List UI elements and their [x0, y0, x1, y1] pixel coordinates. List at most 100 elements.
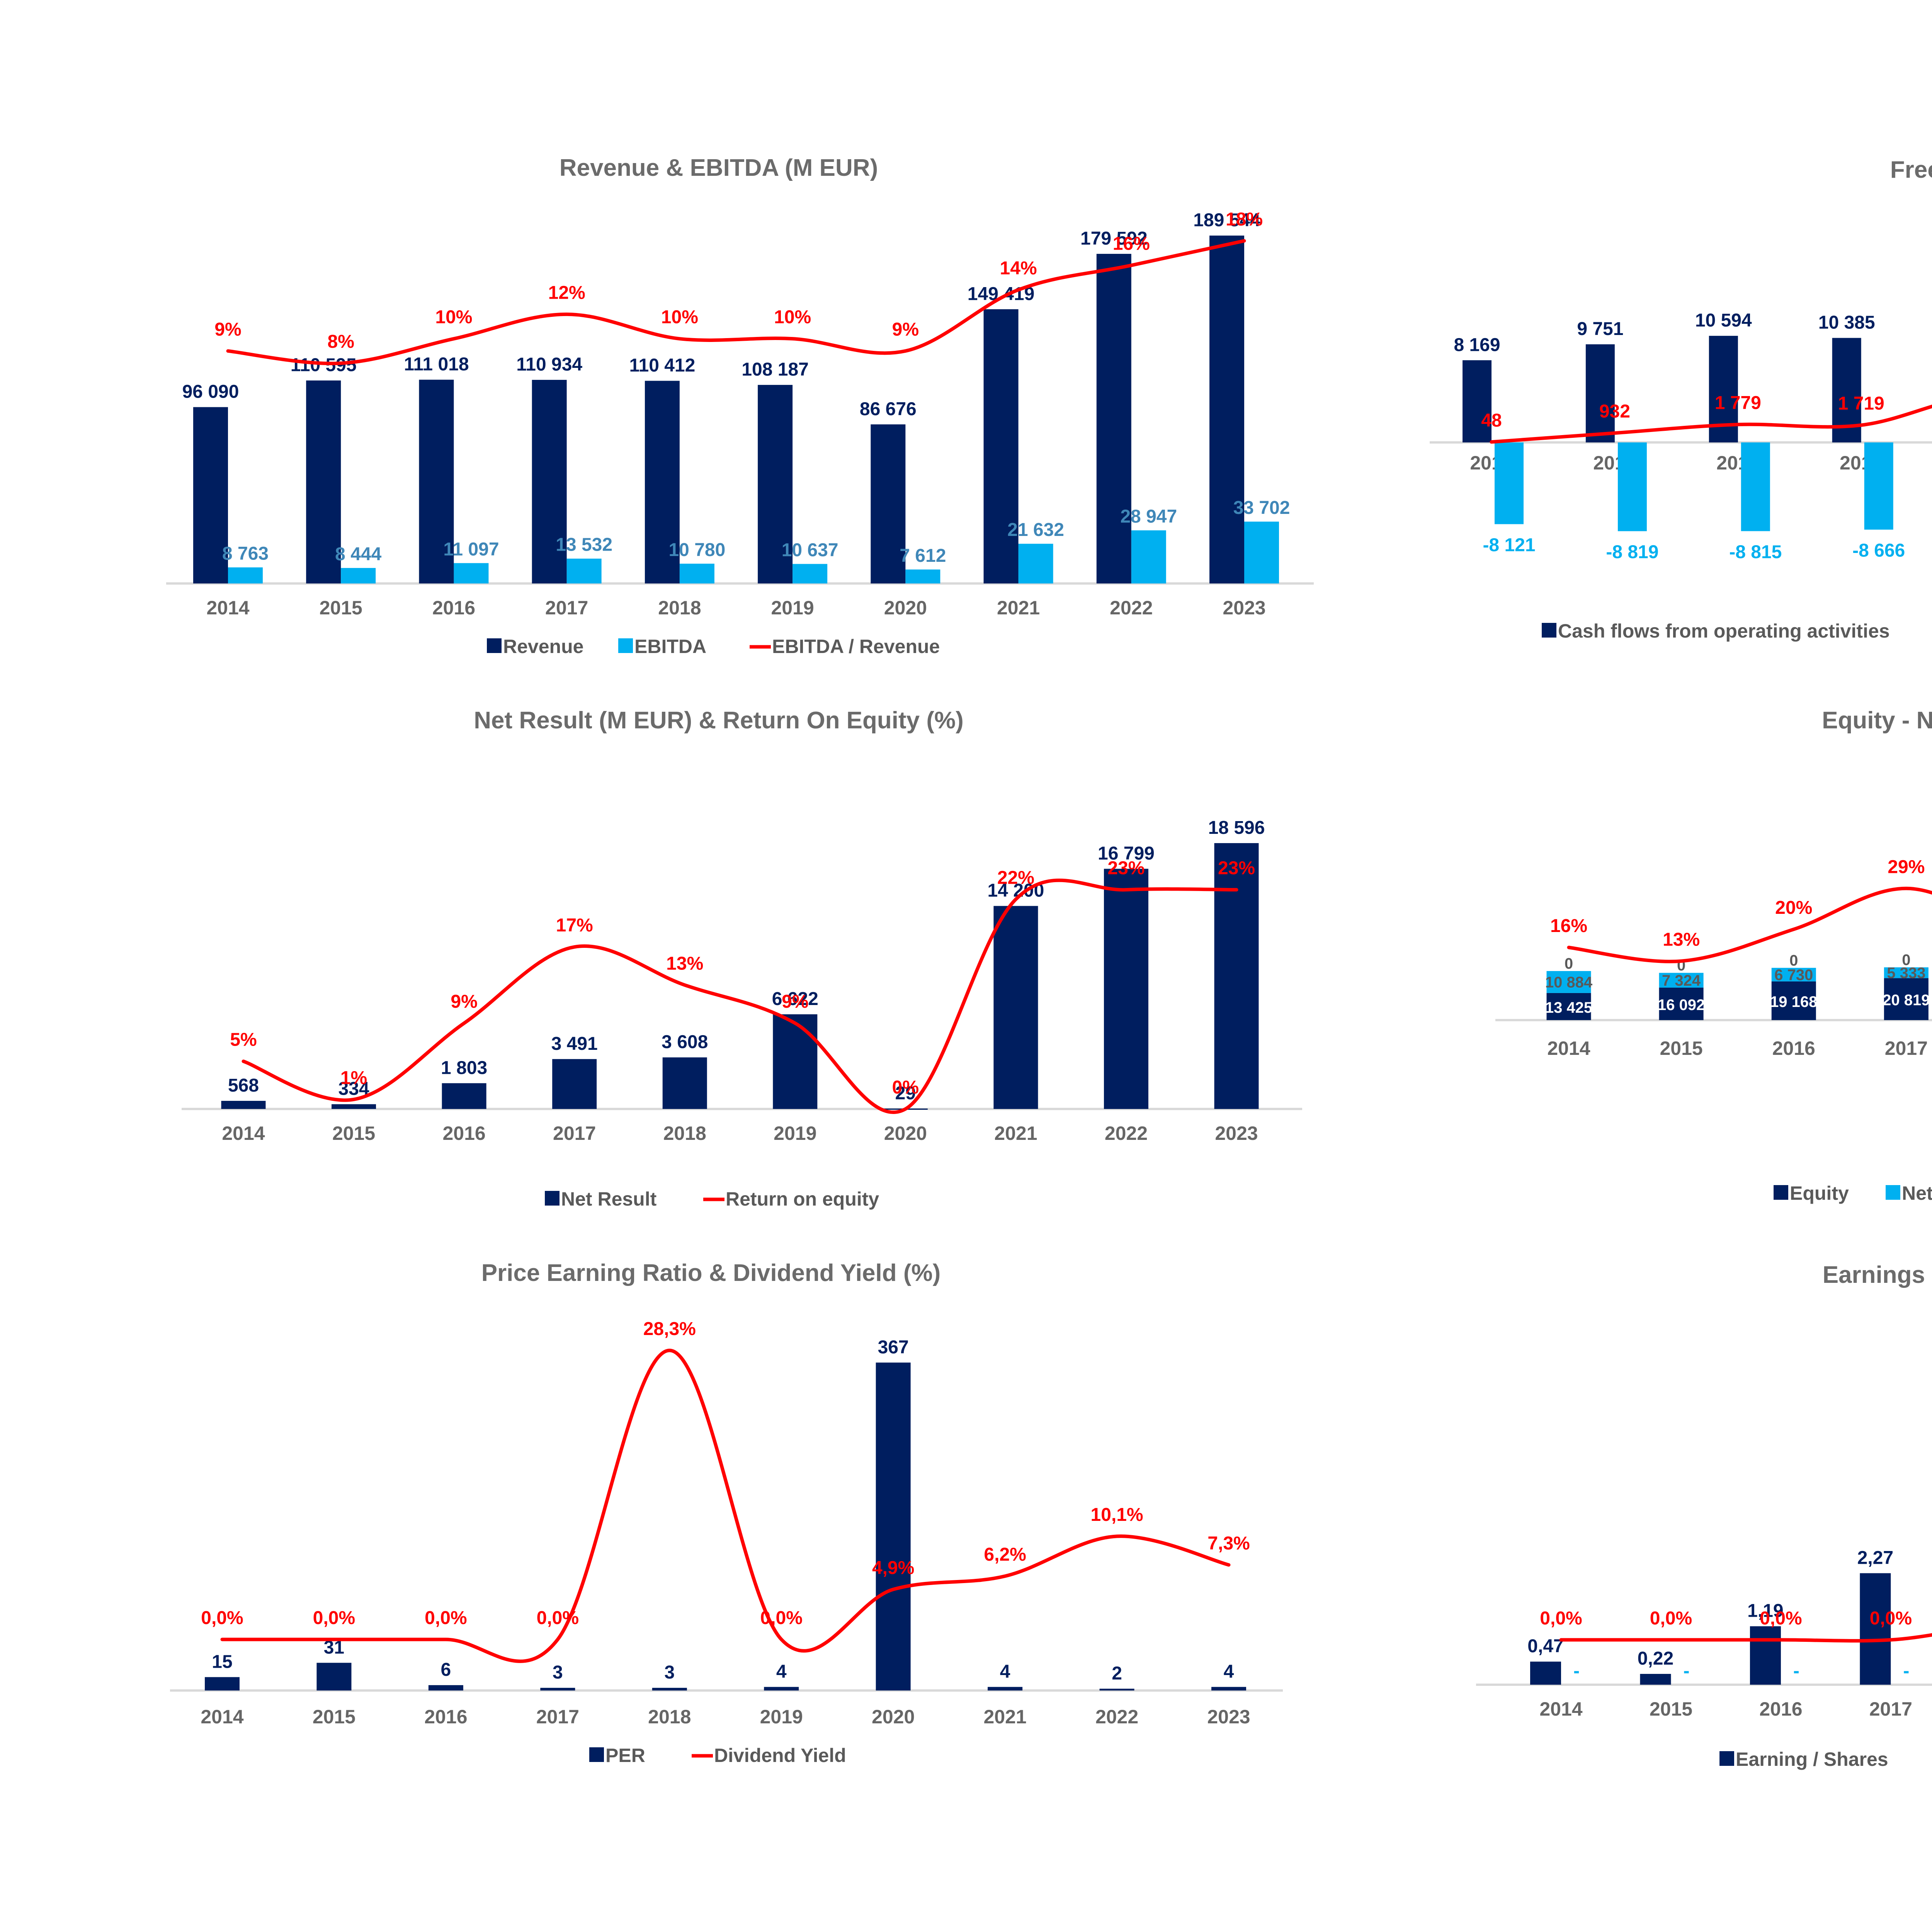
legend-color-swatch	[1719, 1751, 1734, 1766]
x-tick-label: 2023	[1223, 597, 1265, 619]
bar-ebitda	[454, 563, 489, 583]
legend-color-swatch	[618, 638, 633, 653]
bar-label: 179 592	[1080, 228, 1148, 249]
legend-label: Return on equity	[726, 1188, 879, 1210]
line-label: 23%	[1218, 858, 1255, 879]
line-label: 23%	[1107, 858, 1145, 879]
bar-label-equity: 19 168	[1770, 993, 1817, 1010]
bar-label: 11 097	[443, 539, 499, 560]
legend-label: Net debt	[1902, 1182, 1932, 1204]
bar-label: 3	[664, 1662, 675, 1683]
bar-per	[428, 1685, 463, 1690]
x-tick-label: 2015	[1660, 1037, 1702, 1059]
bar-label: 16 799	[1098, 843, 1155, 864]
line-label: 22%	[997, 867, 1034, 888]
bar-label: 28 947	[1120, 507, 1177, 527]
line-label: 8%	[328, 332, 354, 352]
legend-item: Dividend Yield	[692, 1745, 846, 1766]
bar-ebitda	[1018, 544, 1053, 583]
line-label: 0,0%	[537, 1608, 579, 1628]
bar-label: -8 819	[1606, 542, 1658, 563]
bar-label: 110 595	[291, 355, 357, 376]
bar-label: 15	[212, 1651, 232, 1672]
bar-equity	[1884, 978, 1929, 1020]
bar-label: 10 637	[782, 540, 838, 560]
legend-label: Equity	[1790, 1182, 1849, 1204]
x-tick-label: 2021	[994, 1122, 1037, 1144]
bar-label-net-debt: 7 324	[1662, 972, 1701, 989]
bar-capital-expenditures	[1864, 442, 1893, 530]
bar-label: 0,47	[1527, 1636, 1563, 1656]
bar-label: 9 751	[1577, 319, 1623, 339]
legend-color-swatch	[1886, 1185, 1900, 1200]
bar-revenue	[532, 380, 567, 583]
bar-label: 2,27	[1857, 1548, 1893, 1568]
bar-per	[876, 1362, 911, 1690]
bar-label: 3 608	[662, 1032, 708, 1053]
line-label: 18%	[1226, 209, 1263, 230]
legend-color-swatch	[487, 638, 502, 653]
line-label: 12%	[548, 282, 585, 303]
bar-label-net-debt: 5 333	[1887, 964, 1925, 981]
line-label: 9%	[451, 992, 477, 1012]
bar-label: 21 632	[1007, 520, 1064, 540]
bar-label: -8 666	[1852, 541, 1905, 561]
bar-net-result	[552, 1059, 597, 1109]
x-tick-label: 2014	[222, 1122, 265, 1144]
chart-title: Price Earning Ratio & Dividend Yield (%)	[481, 1260, 941, 1286]
line-label: 0,0%	[1650, 1608, 1692, 1629]
legend-item: PER	[589, 1745, 645, 1766]
net-result-roe-chart: Net Result (M EUR) & Return On Equity (%…	[182, 707, 1302, 1210]
line-label: 10,1%	[1091, 1505, 1143, 1525]
x-tick-label: 2016	[432, 597, 475, 619]
line-label: 5%	[230, 1030, 257, 1050]
bar-revenue	[193, 407, 228, 583]
bar-per	[205, 1677, 240, 1690]
bar-label: 1 803	[441, 1058, 487, 1078]
bar-revenue	[419, 379, 454, 583]
legend-label: EBITDA	[634, 636, 706, 657]
per-dividend-yield-chart: Price Earning Ratio & Dividend Yield (%)…	[170, 1260, 1283, 1766]
bar-label: 10 594	[1695, 310, 1752, 331]
x-tick-label: 2020	[884, 1122, 927, 1144]
bar-label: -	[1573, 1661, 1580, 1681]
line-label: 0,0%	[201, 1608, 243, 1628]
bar-label: -	[1903, 1661, 1909, 1681]
line-label: 10%	[774, 307, 811, 328]
x-tick-label: 2018	[663, 1122, 706, 1144]
line-label: 9%	[214, 319, 241, 340]
bar-ebitda	[905, 569, 940, 583]
bar-per	[316, 1663, 352, 1690]
bar-ebitda	[679, 563, 714, 583]
bar-label: 3	[553, 1662, 563, 1683]
bar-equity	[1659, 987, 1704, 1020]
legend-item: Equity	[1774, 1182, 1849, 1204]
x-tick-label: 2023	[1215, 1122, 1258, 1144]
line-free-cash-flow	[1490, 405, 1932, 444]
line-label: 13%	[666, 953, 703, 974]
x-tick-label: 2023	[1207, 1706, 1250, 1728]
bar-net-debt	[1546, 971, 1591, 993]
x-tick-label: 2014	[201, 1706, 243, 1728]
legend-color-swatch	[1542, 623, 1556, 638]
legend-label: Cash flows from operating activities	[1558, 620, 1890, 642]
bar-label: 110 934	[516, 354, 582, 375]
x-tick-label: 2016	[424, 1706, 467, 1728]
bar-label: 4	[1000, 1662, 1010, 1682]
line-label: 0%	[892, 1077, 919, 1098]
line-dividend-yield	[220, 1349, 1231, 1663]
bar-cash-flows-from-operating-activities	[1463, 360, 1492, 442]
bar-net-result	[332, 1104, 376, 1109]
line-label: 17%	[556, 915, 593, 936]
legend-item: Net debt	[1886, 1182, 1932, 1204]
bar-earning-shares	[1750, 1626, 1781, 1685]
bar-label: 367	[878, 1337, 909, 1357]
bar-label: -	[1683, 1661, 1689, 1681]
x-tick-label: 2019	[774, 1122, 816, 1144]
bar-label: -8 121	[1483, 535, 1535, 555]
x-tick-label: 2020	[872, 1706, 915, 1728]
x-tick-label: 2014	[1539, 1698, 1582, 1720]
bar-per	[1099, 1689, 1134, 1690]
x-tick-label: 2017	[1885, 1037, 1928, 1059]
x-tick-label: 2022	[1095, 1706, 1138, 1728]
